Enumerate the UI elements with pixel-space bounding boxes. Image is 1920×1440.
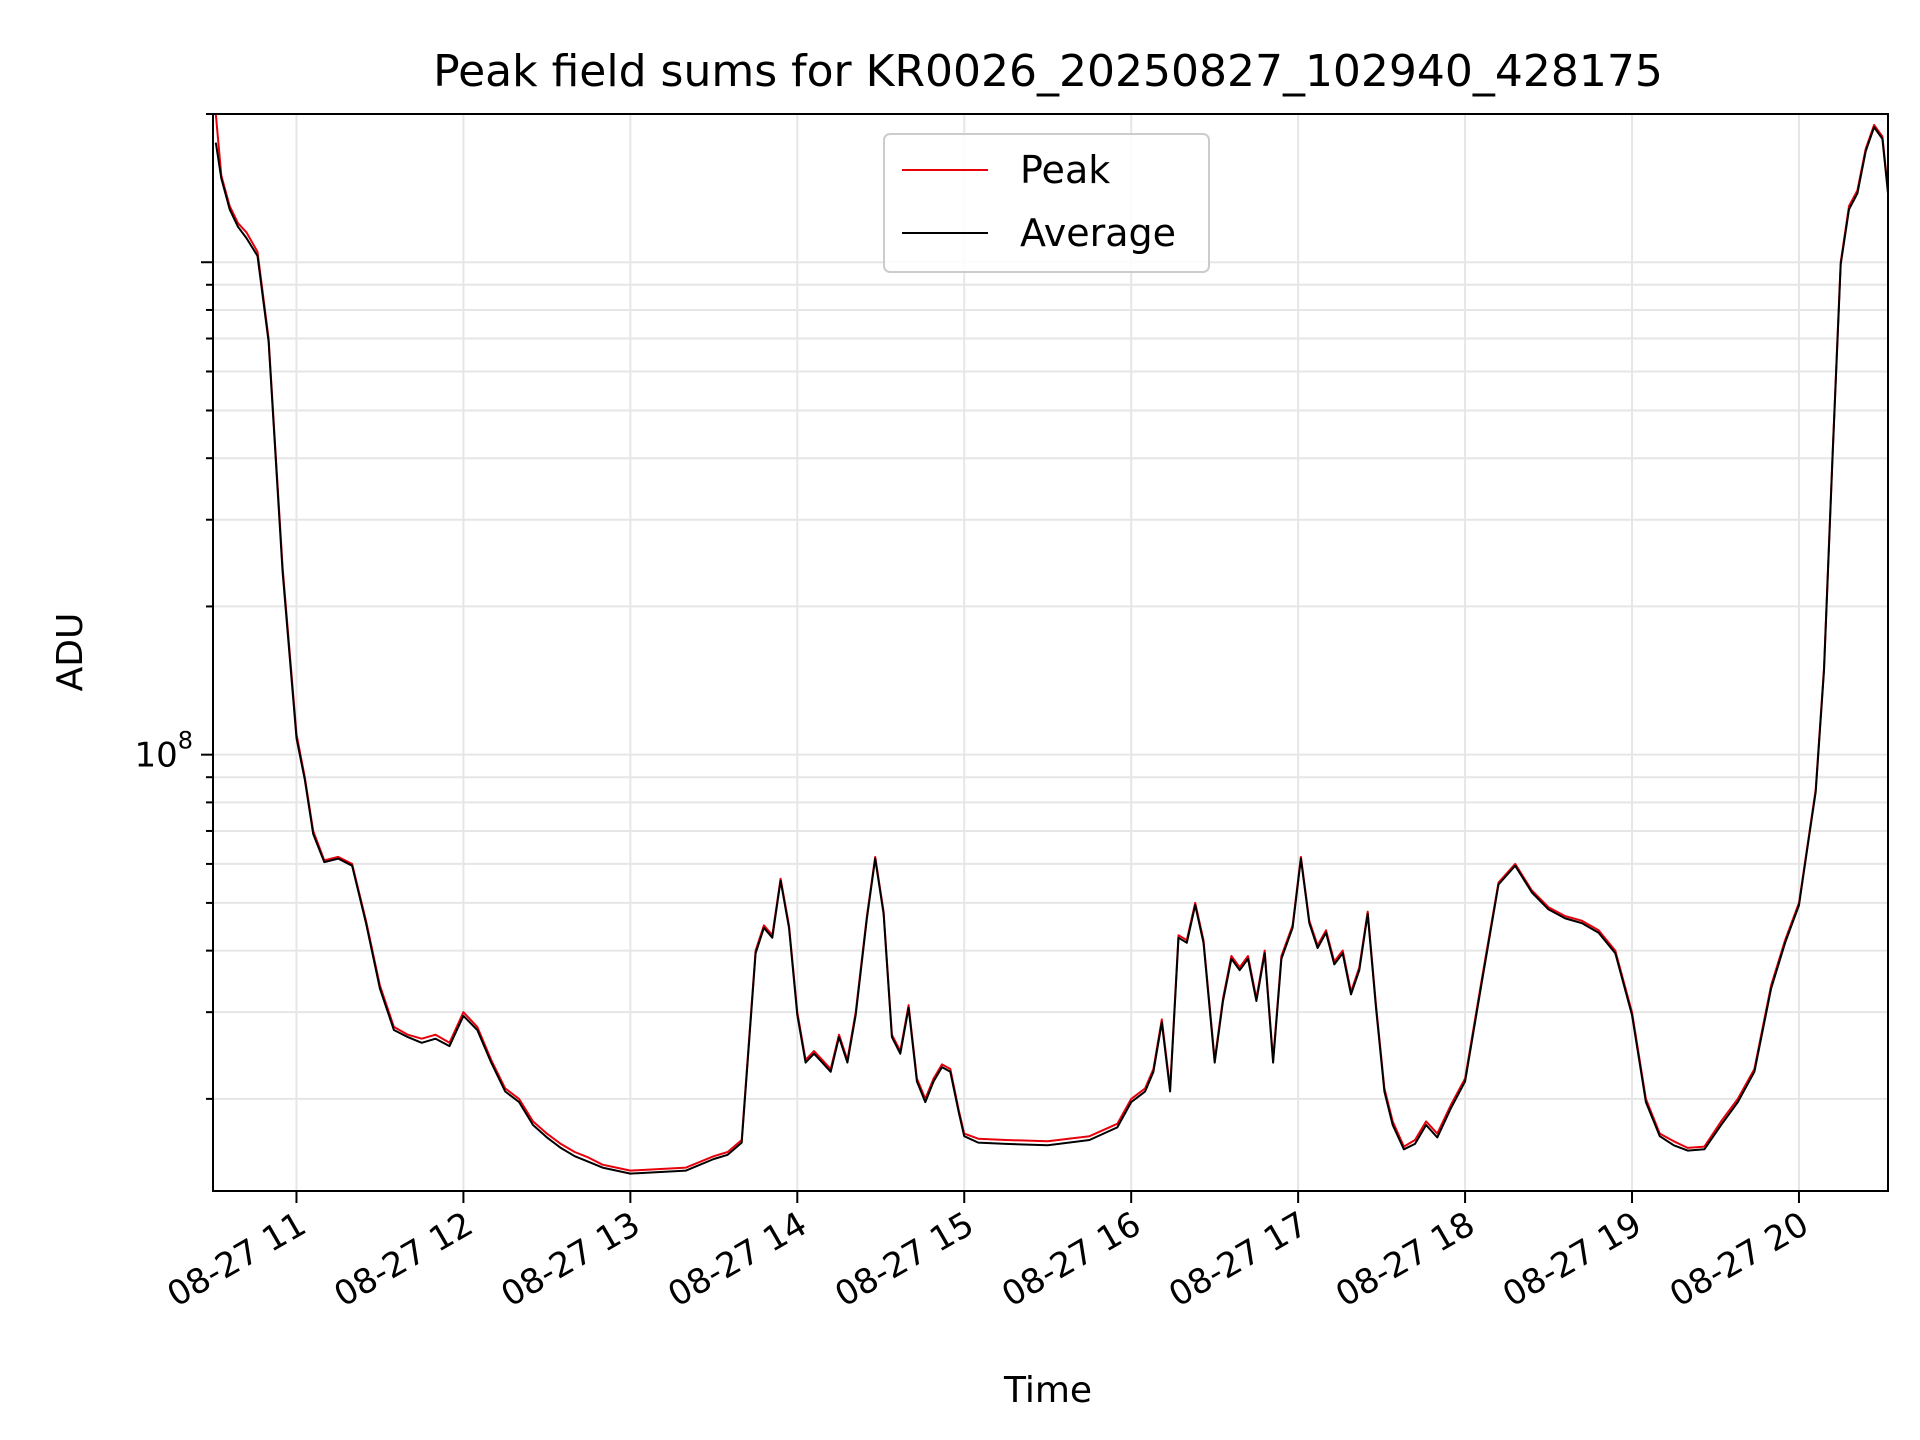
legend: Peak Average (883, 133, 1210, 273)
legend-label-peak: Peak (1020, 148, 1110, 192)
y-tick-label: 108 (134, 727, 193, 776)
y-tick-exponent: 8 (178, 727, 193, 755)
grid-lines (213, 113, 1888, 1191)
chart-title: Peak field sums for KR0026_20250827_1029… (433, 46, 1663, 97)
y-axis: 108 (134, 113, 213, 1100)
legend-label-average: Average (1020, 211, 1176, 255)
legend-box (883, 133, 1210, 273)
plot-frame (212, 113, 1889, 1192)
series-layer (214, 113, 1889, 1175)
y-tick-base: 10 (134, 736, 177, 776)
series-line-average (214, 126, 1889, 1175)
series-line-peak (214, 113, 1889, 1172)
x-axis-label: Time (1003, 1370, 1092, 1411)
y-axis-label: ADU (50, 613, 91, 692)
